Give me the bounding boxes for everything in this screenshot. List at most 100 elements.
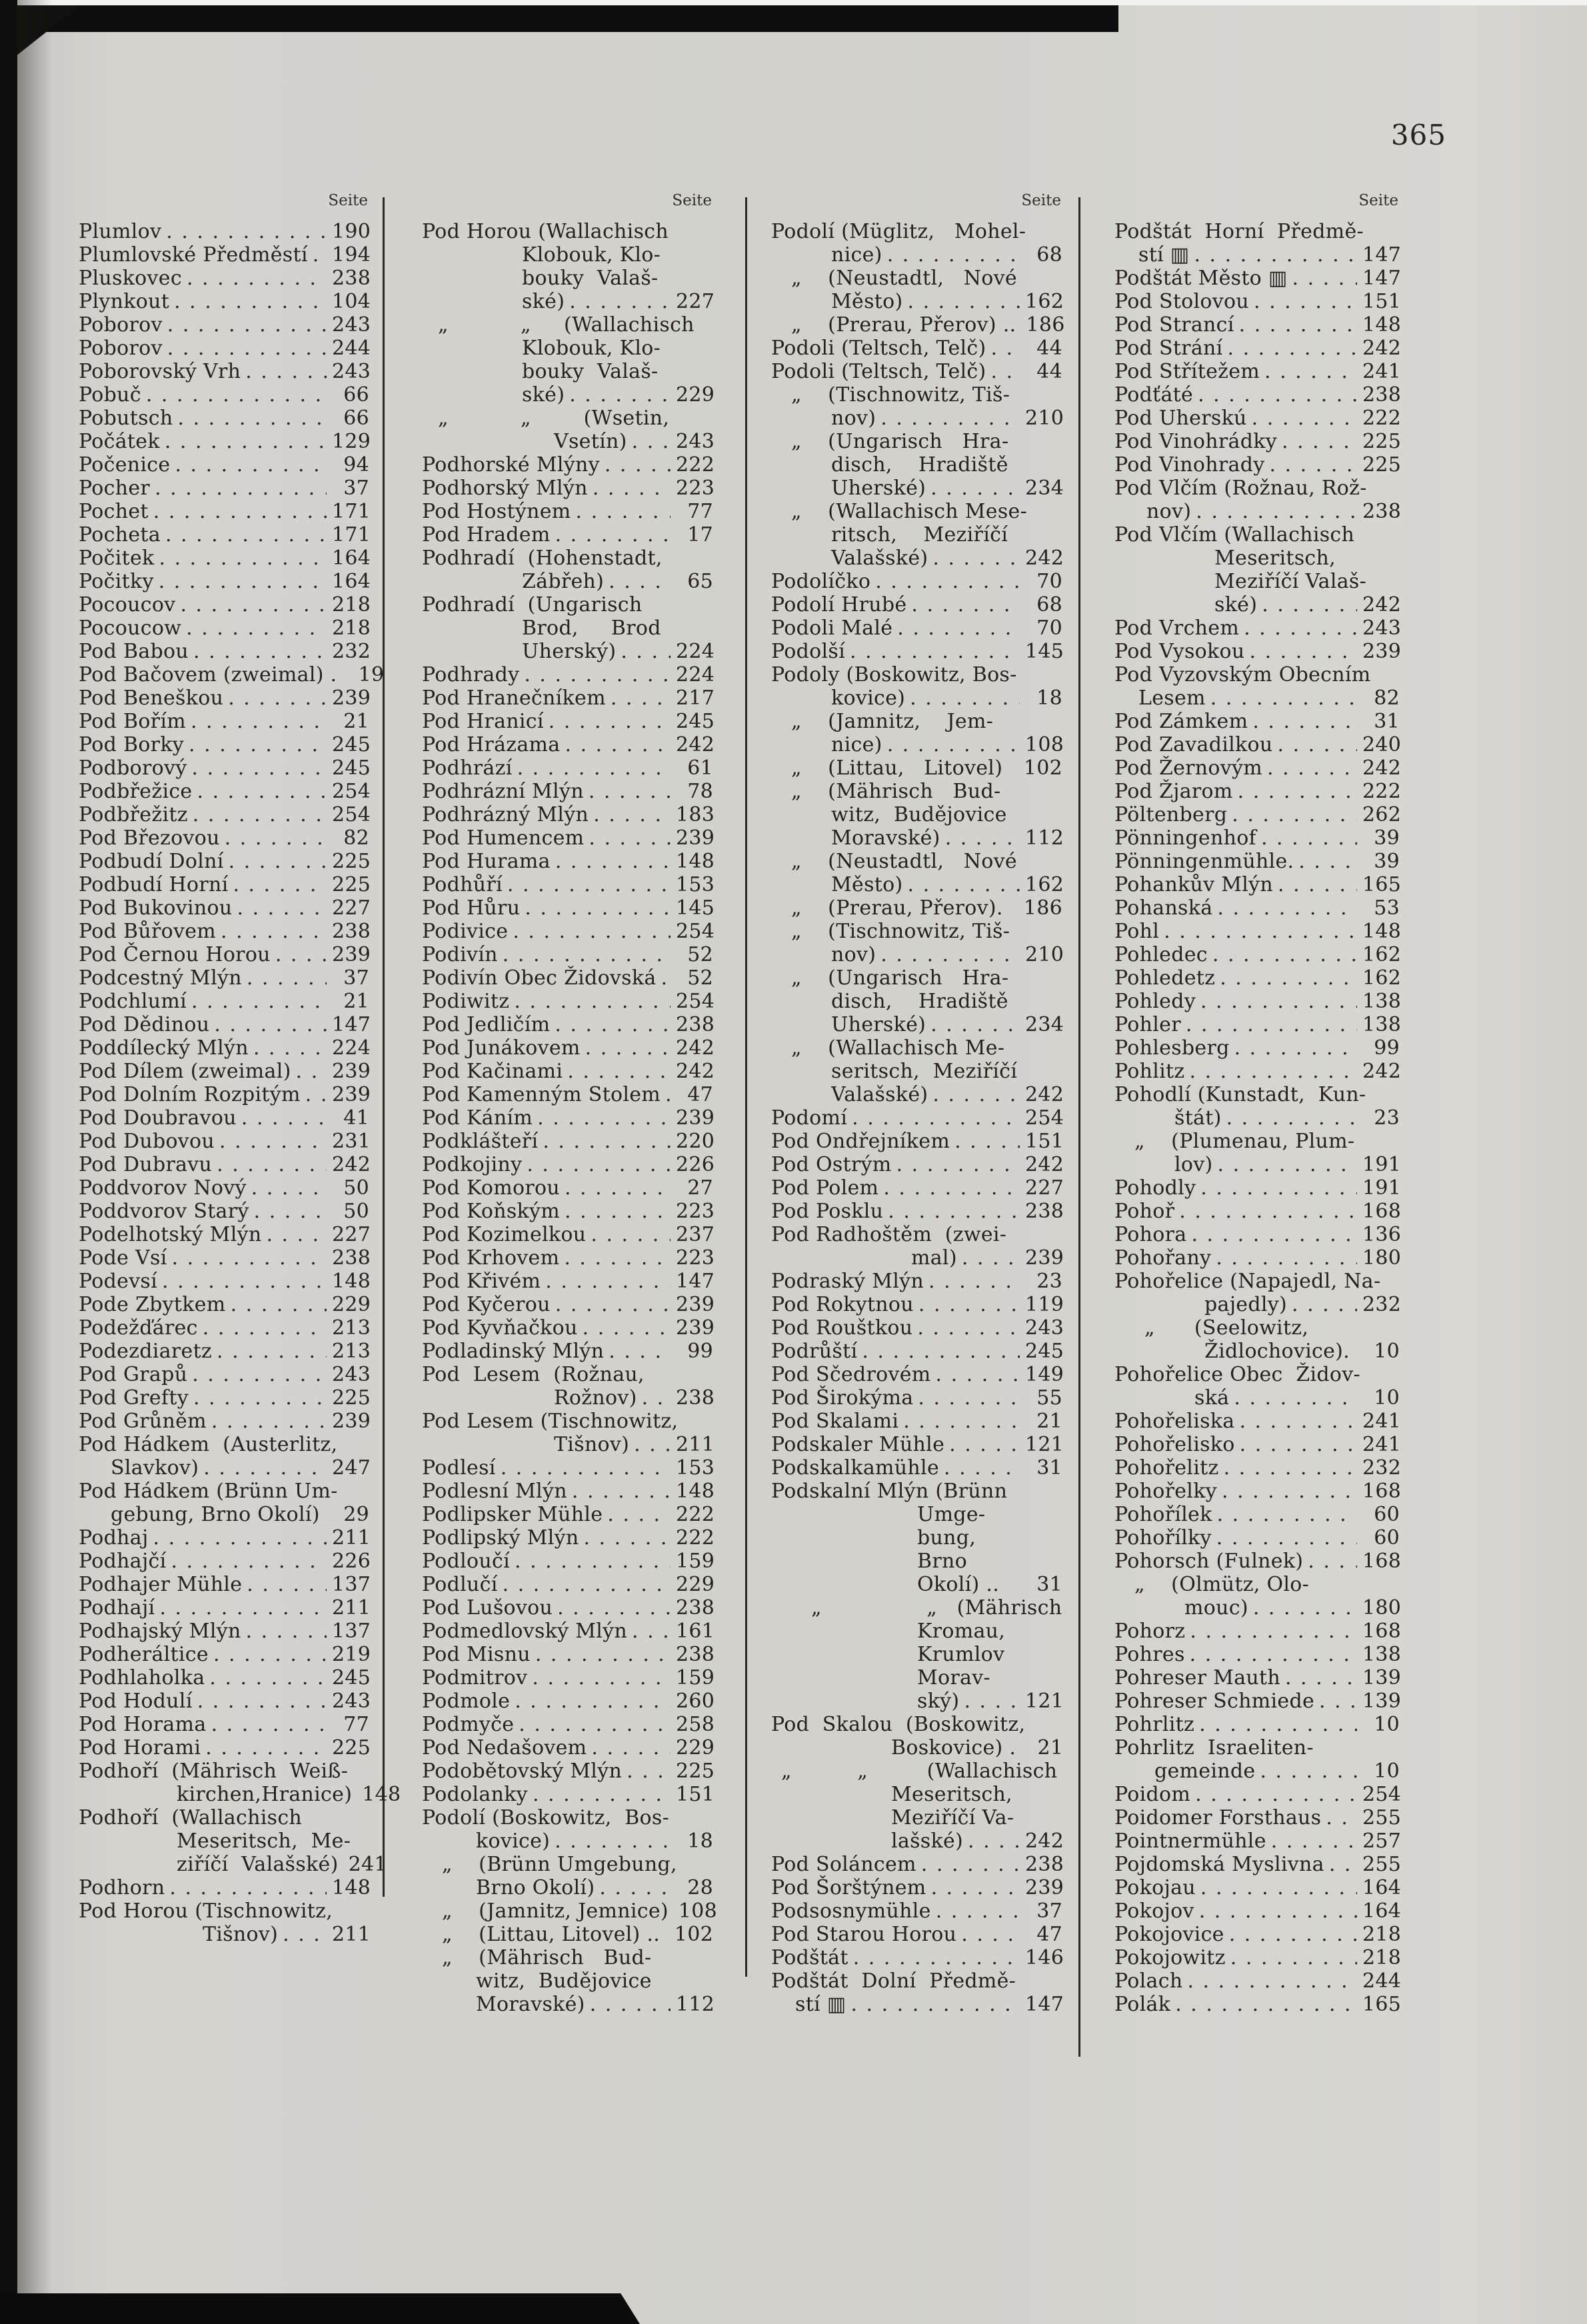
- index-entry-line: Podolí Hrubé 68: [771, 593, 1062, 616]
- dot-leader: [1253, 1596, 1357, 1620]
- entry-text: stí ▥: [1138, 243, 1190, 267]
- entry-text: Podskalní Mlýn (Brünn: [771, 1480, 1008, 1503]
- entry-page-number: 29: [343, 1503, 369, 1526]
- dot-leader: [1240, 1433, 1357, 1456]
- entry-page-number: 148: [332, 1876, 371, 1899]
- index-entry-line: Pod Hodulí 243: [79, 1690, 371, 1713]
- dot-leader: [605, 453, 671, 477]
- index-entry-line: Pod Šorštýnem 239: [771, 1876, 1064, 1899]
- index-entry-line: Pokojov 164: [1114, 1899, 1401, 1923]
- index-entry-line: Pod Bačovem (zweimal) . 19: [79, 663, 384, 686]
- index-entry-line: kovice) 18: [422, 1829, 713, 1853]
- entry-text: Podhorský Mlýn: [422, 477, 588, 500]
- dot-leader: [1217, 896, 1357, 920]
- index-entry-line: „ „ (Wallachisch: [771, 1759, 1062, 1783]
- entry-text: Poidom: [1114, 1783, 1191, 1806]
- entry-page-number: 243: [1362, 616, 1402, 640]
- dot-leader: [1271, 1829, 1357, 1853]
- entry-page-number: 31: [1036, 1573, 1062, 1596]
- entry-text: Podštát Horní Předmě-: [1114, 220, 1364, 243]
- entry-text: Plumlov: [79, 220, 162, 243]
- entry-page-number: 153: [676, 1456, 715, 1480]
- dot-leader: [589, 826, 671, 850]
- dot-leader: [247, 1573, 327, 1596]
- entry-text: Poborovský Vrh: [79, 360, 241, 383]
- dot-leader: [555, 523, 671, 547]
- index-entry-line: Pod Rokytnou 119: [771, 1293, 1064, 1316]
- dot-leader: [503, 943, 671, 966]
- index-entry-line: Podlipsker Mühle 222: [422, 1503, 715, 1526]
- index-entry-line: kovice) 18: [771, 686, 1062, 710]
- dot-leader: [1195, 1783, 1357, 1806]
- entry-text: Podrůští: [771, 1340, 858, 1363]
- entry-text: Pohodly: [1114, 1176, 1196, 1200]
- entry-text: Pohoř: [1114, 1200, 1175, 1223]
- index-entry-line: Podchlumí 21: [79, 990, 369, 1013]
- entry-page-number: 239: [332, 1060, 371, 1083]
- entry-page-number: 213: [332, 1316, 371, 1340]
- dot-leader: [887, 243, 1020, 267]
- entry-text: Pod Soláncem: [771, 1853, 916, 1876]
- index-entry-line: Uherské) 234: [771, 477, 1064, 500]
- index-entry-line: Podhajčí 226: [79, 1550, 371, 1573]
- index-entry-line: Pod Hádkem (Brünn Um-: [79, 1480, 369, 1503]
- index-entry-line: Pod Borky 245: [79, 733, 371, 756]
- entry-page-number: 245: [676, 710, 715, 733]
- entry-text: mouc): [1184, 1596, 1248, 1620]
- index-entry-line: „ (Tischnowitz, Tiš-: [771, 920, 1062, 943]
- entry-text: Podlučí: [422, 1573, 498, 1596]
- entry-page-number: 138: [1362, 990, 1402, 1013]
- entry-page-number: 238: [1025, 1200, 1064, 1223]
- dot-leader: [1244, 616, 1357, 640]
- entry-page-number: 61: [687, 756, 713, 780]
- index-entry-line: Poborov 243: [79, 313, 371, 337]
- dot-leader: [174, 290, 327, 313]
- index-entry-line: Pod Bořím 21: [79, 710, 369, 733]
- dot-leader: [247, 966, 327, 990]
- index-entry-line: Podmyče 258: [422, 1713, 715, 1736]
- index-entry-line: Pohanská 53: [1114, 896, 1400, 920]
- entry-text: nice): [831, 243, 882, 267]
- entry-text: Pod Grapů: [79, 1363, 188, 1386]
- entry-page-number: 238: [332, 920, 371, 943]
- column-header-seite: Seite: [1021, 192, 1061, 209]
- entry-page-number: 194: [332, 243, 371, 267]
- index-entry-line: Počitek 164: [79, 547, 371, 570]
- entry-page-number: 218: [332, 616, 371, 640]
- dot-leader: [569, 383, 671, 407]
- index-entry-line: Podlipský Mlýn 222: [422, 1526, 715, 1550]
- dot-leader: [187, 267, 327, 290]
- entry-text: Pod Misnu: [422, 1643, 531, 1666]
- index-entry-line: ské) 229: [422, 383, 715, 407]
- entry-text: „ „ (Wallachisch: [438, 313, 695, 337]
- entry-text: Pode Zbytkem: [79, 1293, 226, 1316]
- index-entry-line: Podbudí Dolní 225: [79, 850, 371, 873]
- entry-page-number: 180: [1362, 1596, 1402, 1620]
- entry-page-number: 129: [332, 430, 371, 453]
- entry-page-number: 239: [676, 1106, 715, 1130]
- entry-text: Poborov: [79, 337, 163, 360]
- entry-page-number: 168: [1362, 1550, 1402, 1573]
- entry-text: Poidomer Forsthaus: [1114, 1806, 1322, 1829]
- index-entry-line: Plynkout 104: [79, 290, 371, 313]
- index-entry-line: Pokojowitz 218: [1114, 1946, 1401, 1969]
- index-entry-line: ské) 242: [1114, 593, 1401, 616]
- entry-page-number: 148: [676, 850, 715, 873]
- entry-text: Pod Bukovinou: [79, 896, 233, 920]
- dot-leader: [665, 1083, 671, 1106]
- entry-page-number: 70: [1036, 616, 1062, 640]
- index-entry-line: Pod Junákovem 242: [422, 1036, 715, 1060]
- entry-page-number: 222: [676, 1503, 715, 1526]
- entry-text: Podhaj: [79, 1526, 149, 1550]
- entry-text: Pod Krhovem: [422, 1246, 560, 1270]
- index-entry-line: Počitky 164: [79, 570, 371, 593]
- entry-page-number: 121: [1025, 1690, 1064, 1713]
- index-entry-line: Pode Vsí 238: [79, 1246, 371, 1270]
- entry-page-number: 245: [1025, 1340, 1064, 1363]
- entry-text: Pod Zámkem: [1114, 710, 1248, 733]
- index-entry-line: Meseritsch, Me-: [79, 1829, 369, 1853]
- dot-leader: [850, 1993, 1020, 2016]
- dot-leader: [991, 360, 1020, 383]
- entry-text: Podhorn: [79, 1876, 165, 1899]
- index-entry-line: Tišnov) 211: [422, 1433, 715, 1456]
